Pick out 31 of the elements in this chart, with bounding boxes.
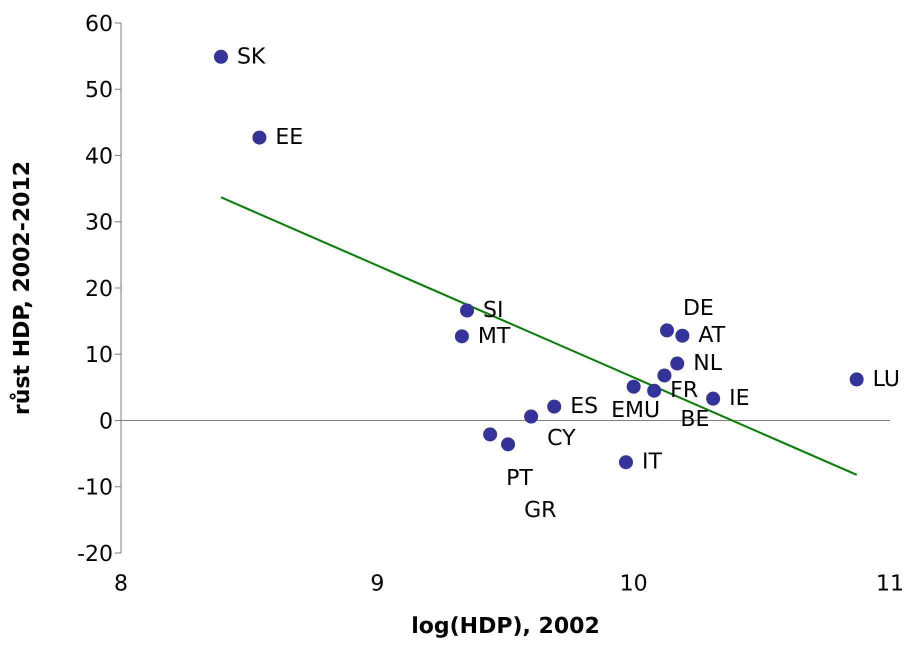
y-tick-label: 30	[85, 210, 113, 236]
data-label: IE	[729, 386, 750, 412]
data-label: DE	[682, 296, 714, 321]
x-tick-label: 10	[620, 572, 648, 597]
x-tick-label: 11	[876, 572, 904, 597]
data-label: PT	[506, 466, 534, 491]
data-label: EMU	[611, 398, 660, 424]
y-tick-label: 10	[85, 343, 113, 368]
y-tick-label: 60	[85, 12, 113, 37]
data-label: MT	[478, 324, 511, 349]
data-label: EE	[275, 125, 304, 150]
y-tick-label: 20	[85, 276, 113, 302]
data-label: SK	[236, 44, 266, 70]
y-tick-label: 50	[85, 78, 113, 104]
data-label: NL	[693, 351, 723, 376]
data-label: LU	[872, 366, 900, 392]
x-axis-title: log(HDP), 2002	[411, 614, 600, 639]
data-label: CY	[547, 426, 576, 452]
data-label: GR	[524, 498, 556, 523]
data-label: BE	[680, 406, 710, 432]
data-label: AT	[698, 323, 726, 348]
x-tick-label: 8	[114, 572, 128, 597]
x-tick-label: 9	[370, 572, 384, 597]
data-label: IT	[642, 450, 662, 475]
y-tick-label: 40	[85, 144, 113, 170]
data-label: FR	[670, 378, 698, 404]
data-label: ES	[570, 394, 598, 420]
y-tick-label: -20	[77, 542, 113, 567]
y-axis-title: růst HDP, 2002-2012	[8, 160, 35, 416]
y-tick-label: -10	[77, 476, 113, 501]
y-tick-label: 0	[99, 409, 113, 434]
